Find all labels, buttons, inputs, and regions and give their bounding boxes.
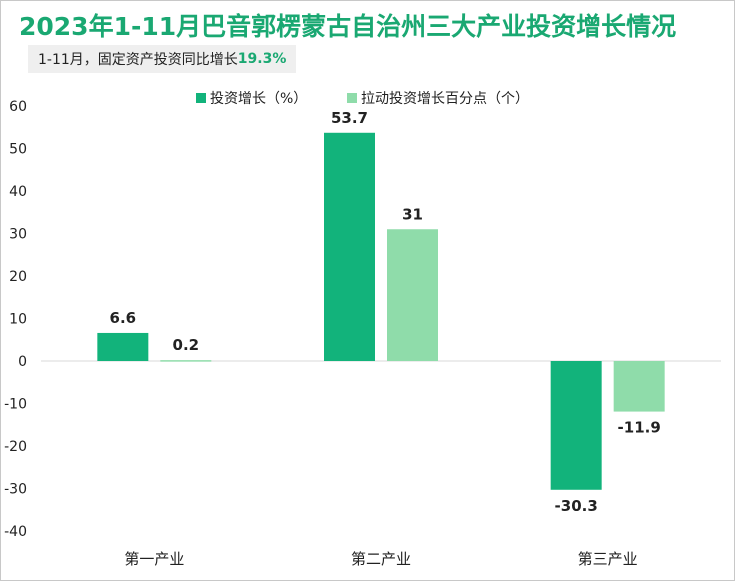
y-tick-label: -40 <box>4 524 27 540</box>
data-label: -30.3 <box>555 497 598 515</box>
bar-contribution-3 <box>613 361 665 412</box>
y-tick-label: 20 <box>9 269 27 285</box>
y-tick-label: -30 <box>4 482 27 498</box>
legend-label: 投资增长（%） <box>210 91 307 107</box>
y-tick-label: 50 <box>9 142 27 158</box>
bar-contribution-2 <box>387 229 438 361</box>
x-category-label: 第一产业 <box>124 550 184 568</box>
data-label: 53.7 <box>331 109 368 127</box>
y-tick-label: -10 <box>4 397 27 413</box>
bar-contribution-1 <box>160 360 212 362</box>
legend-swatch <box>196 93 206 103</box>
y-tick-label: 10 <box>9 312 27 328</box>
subtitle-box: 1-11月，固定资产投资同比增长 19.3% <box>28 45 297 73</box>
bars-layer <box>97 132 665 490</box>
legend-label: 拉动投资增长百分点（个） <box>361 91 529 107</box>
data-label: -11.9 <box>618 419 661 437</box>
data-label: 0.2 <box>173 336 200 354</box>
legend-swatch <box>347 93 357 103</box>
bar-investment-growth-3 <box>550 361 602 490</box>
y-tick-label: -20 <box>4 439 27 455</box>
y-tick-label: 40 <box>9 184 27 200</box>
chart-title: 2023年1-11月巴音郭楞蒙古自治州三大产业投资增长情况 <box>19 12 677 41</box>
subtitle-highlight: 19.3% <box>237 51 287 67</box>
x-category-label: 第三产业 <box>578 550 638 568</box>
data-label: 31 <box>402 205 423 223</box>
y-tick-label: 60 <box>9 99 27 115</box>
data-labels-layer: 6.6 0.2 53.7 31 -30.3 -11.9 <box>110 109 661 515</box>
y-axis-ticks: 60 50 40 30 20 10 0 -10 -20 -30 -40 <box>4 99 27 540</box>
y-tick-label: 30 <box>9 227 27 243</box>
legend: 投资增长（%） 拉动投资增长百分点（个） <box>196 91 529 107</box>
x-axis-labels: 第一产业 第二产业 第三产业 <box>124 550 637 568</box>
bar-investment-growth-1 <box>97 332 149 361</box>
bar-investment-growth-2 <box>324 132 375 361</box>
data-label: 6.6 <box>110 309 137 327</box>
y-tick-label: 0 <box>18 354 27 370</box>
x-category-label: 第二产业 <box>351 550 411 568</box>
subtitle-text: 1-11月，固定资产投资同比增长 <box>38 52 238 68</box>
